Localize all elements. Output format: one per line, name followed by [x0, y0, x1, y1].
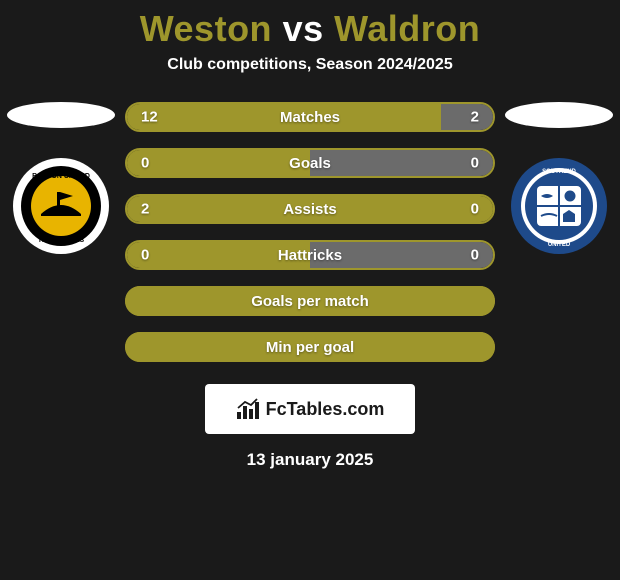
page-title: Weston vs Waldron [0, 0, 620, 50]
stat-bar: 0 0 Hattricks [125, 240, 495, 270]
player1-avatar-placeholder [7, 102, 115, 128]
svg-text:BOSTON UNITED: BOSTON UNITED [32, 173, 90, 180]
club-badge-right: SOUTHEND UNITED [509, 156, 609, 256]
stat-bar: 0 0 Goals [125, 148, 495, 178]
svg-text:UNITED: UNITED [548, 242, 571, 248]
bar-value-left: 0 [141, 247, 149, 264]
stat-bar: Goals per match [125, 286, 495, 316]
bar-label: Goals [289, 155, 331, 172]
bar-label: Matches [280, 109, 340, 126]
bar-label: Assists [283, 201, 336, 218]
brand-text: FcTables.com [266, 399, 385, 420]
stat-bar: 12 2 Matches [125, 102, 495, 132]
bar-fill-right [441, 104, 493, 130]
player2-column: SOUTHEND UNITED [504, 102, 614, 256]
player2-avatar-placeholder [505, 102, 613, 128]
date-text: 13 january 2025 [0, 450, 620, 470]
comparison-content: BOSTON UNITED THE PILGRIMS SOUTHEND UNIT… [0, 102, 620, 362]
stat-bar: Min per goal [125, 332, 495, 362]
svg-text:SOUTHEND: SOUTHEND [542, 169, 576, 175]
club-badge-left: BOSTON UNITED THE PILGRIMS [11, 156, 111, 256]
bar-label: Goals per match [251, 293, 369, 310]
bar-fill-left [127, 150, 310, 176]
player1-column: BOSTON UNITED THE PILGRIMS [6, 102, 116, 256]
bar-value-right: 0 [471, 201, 479, 218]
bar-value-right: 0 [471, 155, 479, 172]
subtitle: Club competitions, Season 2024/2025 [0, 56, 620, 74]
player1-name: Weston [140, 8, 272, 49]
bar-label: Hattricks [278, 247, 342, 264]
bar-fill-right [310, 150, 493, 176]
bar-value-right: 0 [471, 247, 479, 264]
bar-value-left: 12 [141, 109, 158, 126]
stat-bar: 2 0 Assists [125, 194, 495, 224]
bar-value-left: 0 [141, 155, 149, 172]
brand-icon [236, 398, 262, 420]
stat-bars: 12 2 Matches 0 0 Goals 2 0 Assists 0 0 Hattricks Goa… [125, 102, 495, 362]
player2-name: Waldron [334, 8, 480, 49]
bar-label: Min per goal [266, 339, 354, 356]
svg-text:THE PILGRIMS: THE PILGRIMS [38, 237, 85, 244]
vs-text: vs [283, 8, 324, 49]
bar-value-right: 2 [471, 109, 479, 126]
bar-value-left: 2 [141, 201, 149, 218]
brand-box: FcTables.com [205, 384, 415, 434]
